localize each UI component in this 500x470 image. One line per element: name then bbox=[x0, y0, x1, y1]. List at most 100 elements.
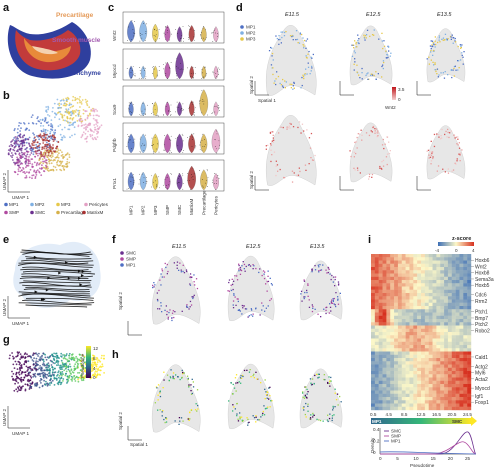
spatial-spot bbox=[327, 420, 329, 423]
violin-point bbox=[191, 114, 192, 116]
spatial-spot bbox=[329, 413, 331, 415]
umap-cell bbox=[49, 155, 51, 158]
violin-point bbox=[134, 138, 136, 140]
spatial-spot bbox=[161, 415, 163, 417]
umap-cell bbox=[17, 168, 20, 171]
umap-cell bbox=[42, 162, 45, 165]
violin-point bbox=[157, 75, 158, 77]
umap-cell bbox=[31, 122, 34, 124]
umap-cell bbox=[68, 103, 71, 106]
spatial-spot bbox=[337, 303, 340, 305]
density-xtick: 5 bbox=[396, 456, 399, 461]
umap-cell bbox=[31, 114, 34, 116]
umap-cell bbox=[31, 163, 34, 166]
heatmap-cell bbox=[390, 364, 395, 368]
heatmap-cell bbox=[436, 406, 441, 411]
heatmap-cell bbox=[432, 406, 437, 411]
spatial-spot bbox=[305, 56, 308, 59]
umap-cell bbox=[61, 374, 63, 377]
violin-point bbox=[167, 27, 168, 28]
violin-point bbox=[188, 107, 190, 109]
umap-cell bbox=[21, 379, 23, 381]
spatial-spot bbox=[166, 374, 169, 376]
panel-letter: i bbox=[368, 234, 371, 246]
violin-point bbox=[217, 175, 219, 176]
category-label: MatrixM bbox=[189, 198, 194, 215]
violin-point bbox=[145, 134, 147, 136]
violin-point bbox=[190, 28, 192, 30]
spatial-spot bbox=[383, 61, 385, 64]
spatial-spot bbox=[382, 138, 384, 141]
heatmap-cell bbox=[467, 328, 472, 333]
umap-cell bbox=[60, 103, 63, 105]
spatial-spot bbox=[430, 51, 432, 53]
umap-cell bbox=[28, 156, 30, 158]
umap-cell bbox=[25, 137, 27, 140]
heatmap-cell bbox=[405, 348, 410, 352]
spatial-spot bbox=[173, 316, 175, 319]
heatmap-cell bbox=[401, 393, 406, 398]
heatmap-cell bbox=[401, 367, 406, 372]
heatmap-cell bbox=[451, 367, 456, 372]
violin-point bbox=[145, 181, 147, 182]
umap-cell bbox=[42, 155, 44, 158]
gene-label: Bmp7 bbox=[475, 316, 488, 322]
heatmap-cell bbox=[378, 341, 383, 346]
heatmap-cell bbox=[417, 335, 422, 339]
umap-cell bbox=[17, 134, 20, 137]
heatmap-cell bbox=[386, 257, 391, 261]
heatmap-cell bbox=[371, 348, 376, 352]
heatmap-cell bbox=[382, 374, 387, 378]
heatmap-cell bbox=[413, 270, 418, 274]
umap-ylabel: UMAP 2 bbox=[2, 299, 7, 316]
heatmap-cell bbox=[451, 341, 456, 346]
heatmap-cell bbox=[463, 354, 468, 359]
umap-cell bbox=[50, 154, 53, 156]
violin bbox=[127, 20, 135, 43]
umap-cell bbox=[39, 368, 42, 371]
spatial-spot bbox=[247, 418, 249, 421]
violin-point bbox=[214, 77, 216, 79]
heatmap-cell bbox=[459, 319, 464, 323]
umap-cell bbox=[19, 156, 22, 159]
heatmap-cell bbox=[436, 358, 441, 362]
spatial-axes bbox=[339, 176, 354, 191]
violin-point bbox=[192, 136, 193, 138]
spatial-spot bbox=[386, 136, 388, 138]
umap-cell bbox=[103, 354, 105, 357]
umap-cell bbox=[66, 158, 69, 161]
spatial-spot bbox=[234, 377, 237, 379]
panel-letter: d bbox=[236, 2, 243, 14]
heatmap-cell bbox=[459, 267, 464, 271]
umap-cell bbox=[82, 379, 85, 382]
category-label: Precartilage bbox=[201, 190, 206, 215]
heatmap-cell bbox=[459, 390, 464, 394]
heatmap-cell bbox=[436, 293, 441, 297]
spatial-spot bbox=[328, 268, 330, 270]
heatmap-cell bbox=[463, 332, 468, 336]
umap-cell bbox=[16, 137, 19, 140]
heatmap-cell bbox=[444, 325, 449, 329]
spatial-spot bbox=[334, 388, 336, 390]
umap-cell bbox=[70, 375, 73, 378]
category-label: SMP bbox=[165, 205, 170, 215]
spatial-spot bbox=[332, 281, 334, 283]
spatial-spot bbox=[242, 419, 244, 422]
heatmap-cell bbox=[447, 403, 452, 407]
spatial-spot bbox=[361, 72, 363, 74]
heatmap-cell bbox=[378, 267, 383, 271]
heatmap-cell bbox=[397, 390, 402, 394]
heatmap-cell bbox=[428, 403, 433, 407]
heatmap-cell bbox=[397, 315, 402, 320]
heatmap-cell bbox=[394, 254, 399, 258]
violin-point bbox=[176, 58, 178, 60]
spatial-spot bbox=[311, 378, 314, 380]
heatmap-cell bbox=[413, 406, 418, 411]
density-xlabel: Pseudotime bbox=[410, 463, 435, 468]
panel-g: g UMAP 1 UMAP 2 Pseudotime 12 8 4 0 bbox=[2, 334, 105, 436]
heatmap-cell bbox=[382, 397, 387, 401]
heatmap-cell bbox=[378, 400, 383, 404]
umap-cell bbox=[26, 146, 28, 149]
umap-cell bbox=[18, 160, 21, 163]
velocity-stream bbox=[22, 270, 95, 275]
